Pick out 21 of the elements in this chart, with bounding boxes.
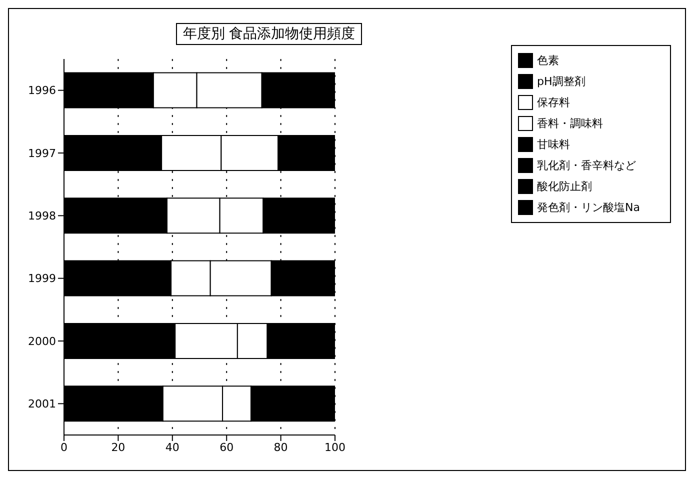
chart-title: 年度別 食品添加物使用頻度: [176, 23, 362, 45]
legend-label: pH調整剤: [537, 74, 586, 89]
legend-label: 酸化防止剤: [537, 179, 592, 194]
y-tick-label: 1997: [28, 146, 56, 160]
x-tick-label: 80: [274, 440, 288, 454]
legend-label: 色素: [537, 53, 559, 68]
legend-label: 発色剤・リン酸塩Na: [537, 200, 640, 215]
y-tick-label: 2000: [28, 334, 56, 348]
x-tick-label: 100: [324, 440, 346, 454]
legend-label: 保存料: [537, 95, 570, 110]
y-tick-label: 1998: [28, 210, 56, 223]
legend-label: 香料・調味料: [537, 116, 603, 131]
legend-label: 甘味料: [537, 137, 570, 152]
x-tick-label: 40: [165, 440, 180, 454]
legend-label: 乳化剤・香辛料など: [537, 158, 636, 173]
y-tick-label: 2001: [28, 398, 56, 411]
y-tick-label: 1999: [28, 272, 56, 286]
x-tick-label: 0: [60, 440, 68, 454]
x-tick-label: 20: [111, 440, 126, 454]
x-tick-label: 60: [220, 440, 234, 454]
y-tick-label: 1996: [28, 84, 56, 98]
